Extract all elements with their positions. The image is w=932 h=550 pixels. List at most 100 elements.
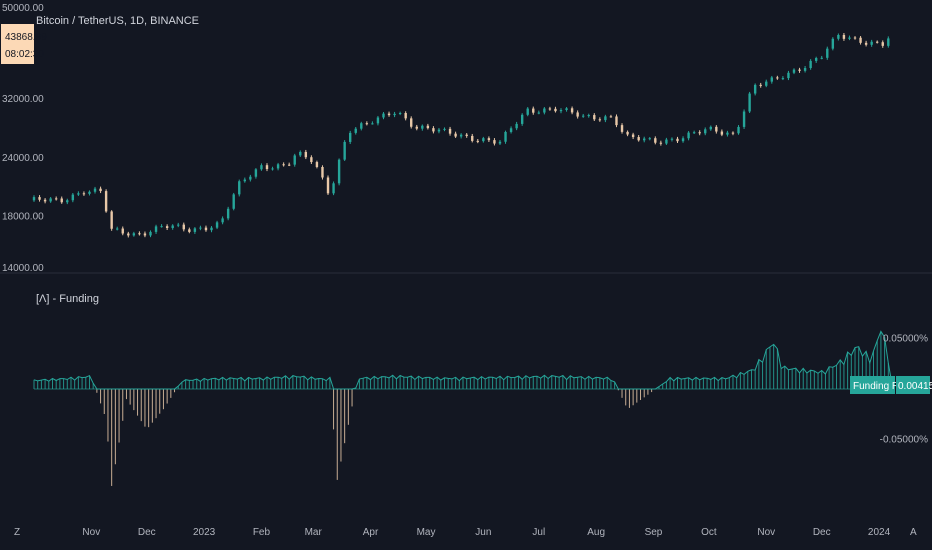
candle-body (659, 142, 663, 144)
candle-body (809, 60, 812, 69)
candle-body (532, 108, 535, 113)
candle-body (626, 131, 629, 135)
candle-body (643, 138, 646, 141)
x-tick-label: Aug (587, 527, 605, 538)
candle-body (104, 191, 108, 212)
funding-label: Funding Rate (853, 381, 913, 392)
current-price: 43868.99 (5, 32, 47, 43)
candle-body (365, 123, 369, 125)
candle-body (215, 222, 219, 228)
candle-body (310, 157, 313, 163)
candle-body (765, 81, 768, 86)
candle-body (421, 125, 424, 129)
x-axis: Nov Dec 2023 Feb Mar Apr May Jun Jul Aug Sep Oct Nov… (82, 527, 890, 538)
candle-body (121, 228, 124, 234)
candle-body (593, 115, 596, 120)
candle-body (265, 165, 269, 170)
candle-body (410, 118, 413, 127)
candle-body (526, 108, 529, 115)
price-tag: 43868.99 08:02:30 (1, 24, 47, 64)
a-icon[interactable]: A (910, 527, 917, 538)
candle-body (371, 123, 374, 125)
candle-body (831, 38, 835, 49)
z-icon[interactable]: Z (14, 527, 20, 538)
candle-body (543, 108, 546, 113)
candle-body (210, 227, 213, 231)
candle-body (404, 112, 407, 119)
candle-body (110, 211, 113, 229)
candle-body (459, 134, 463, 137)
funding-line (33, 330, 893, 390)
candle-body (60, 198, 63, 203)
candle-body (448, 128, 452, 134)
candle-body (287, 164, 291, 166)
candle-body (853, 37, 857, 39)
candle-body (803, 68, 807, 71)
candle-body (604, 116, 607, 121)
candle-body (132, 233, 136, 236)
candle-body (631, 134, 635, 138)
candle-body (498, 141, 502, 144)
candle-body (670, 138, 674, 140)
candle-body (559, 110, 563, 112)
candle-body (165, 226, 169, 229)
candle-body (698, 132, 701, 134)
candle-body (66, 200, 69, 203)
candle-body (465, 134, 468, 136)
price-tick-label: 50000.00 (2, 3, 44, 14)
candle-body (304, 151, 308, 158)
candle-body (177, 224, 180, 226)
candle-body (692, 132, 696, 134)
candle-body (54, 198, 58, 200)
candle-body (859, 37, 862, 43)
candle-body (548, 108, 552, 110)
candle-body (887, 38, 890, 46)
x-tick-label: Dec (813, 527, 831, 538)
candle-body (382, 113, 385, 118)
candle-body (876, 41, 879, 43)
candle-body (482, 138, 485, 142)
candle-body (504, 131, 507, 142)
candle-body (171, 225, 174, 229)
price-series (32, 33, 890, 238)
candle-body (798, 69, 801, 71)
candle-body (299, 151, 302, 156)
x-tick-label: Sep (645, 527, 663, 538)
candle-body (454, 133, 457, 137)
funding-label-tag (850, 376, 895, 394)
candle-body (737, 126, 740, 134)
candle-body (71, 194, 75, 201)
candle-body (731, 132, 735, 134)
candle-body (776, 77, 779, 79)
candle-body (770, 77, 774, 82)
bar-countdown: 08:02:30 (5, 49, 44, 60)
x-tick-label: Nov (757, 527, 775, 538)
candle-body (537, 112, 541, 114)
candle-body (88, 191, 91, 194)
x-tick-label: 2024 (868, 527, 891, 538)
candle-body (726, 132, 729, 135)
candle-body (360, 123, 363, 129)
candle-body (415, 126, 418, 129)
candle-body (326, 177, 330, 194)
candle-body (93, 188, 97, 192)
funding-label-tags: Funding Rate 0.00415% (850, 376, 932, 394)
candle-body (493, 140, 496, 144)
funding-chart-title: [Λ] - Funding (36, 293, 99, 305)
candle-body (127, 233, 130, 236)
candle-body (742, 111, 746, 127)
candle-body (204, 227, 208, 231)
price-tick-label: 18000.00 (2, 212, 44, 223)
x-tick-label: Feb (253, 527, 271, 538)
x-tick-label: Jun (475, 527, 491, 538)
candle-body (753, 84, 757, 94)
y-axis: 50000.00 32000.00 24000.00 18000.00 14000.00… (2, 3, 928, 446)
candle-body (748, 93, 751, 112)
x-tick-label: Mar (305, 527, 323, 538)
candle-body (576, 112, 579, 117)
candle-body (221, 218, 224, 223)
price-chart-title: Bitcoin / TetherUS, 1D, BINANCE (36, 15, 199, 27)
candle-body (199, 227, 202, 229)
candle-body (609, 116, 613, 118)
